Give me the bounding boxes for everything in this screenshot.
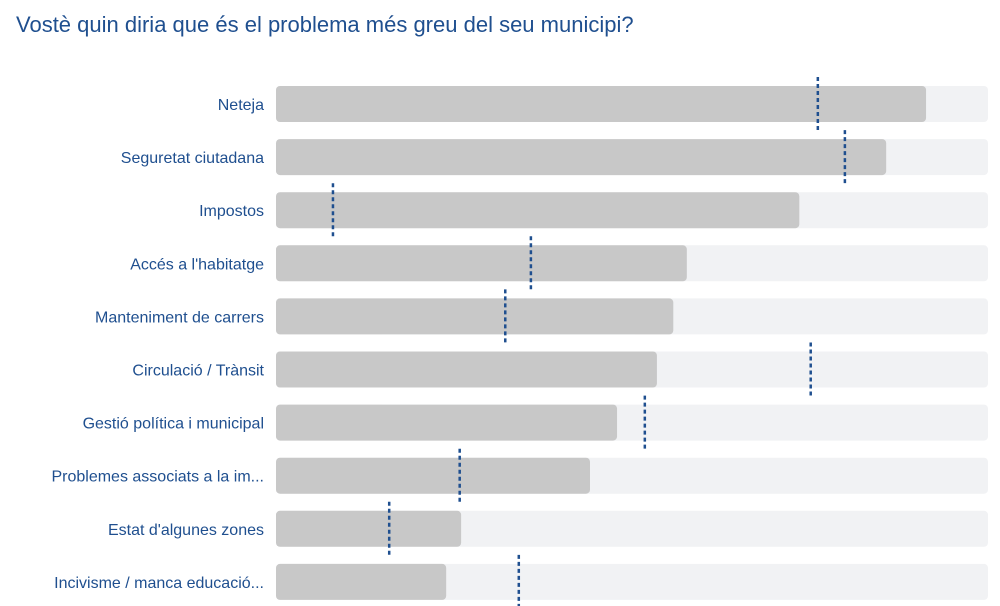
category-label: Seguretat ciutadana [121, 150, 264, 167]
category-label: Gestió política i municipal [83, 416, 264, 433]
bar [276, 86, 927, 122]
bar [276, 298, 674, 335]
category-label: Neteja [218, 97, 264, 114]
bar-track [276, 563, 988, 600]
category-label: Incivisme / manca educació... [54, 575, 264, 592]
bar [276, 563, 447, 600]
bar [276, 404, 618, 441]
bar [276, 139, 887, 176]
category-label: Problemes associats a la im... [51, 469, 264, 486]
bar [276, 245, 687, 282]
chart-title: Vostè quin diria que és el problema més … [16, 12, 634, 37]
bar [276, 457, 590, 494]
category-label: Accés a l'habitatge [130, 256, 264, 273]
bar [276, 510, 462, 547]
category-label: Circulació / Trànsit [132, 363, 264, 380]
bar [276, 351, 657, 388]
category-label: Impostos [199, 203, 264, 220]
category-label: Estat d'algunes zones [108, 522, 264, 539]
bar [276, 192, 800, 229]
category-label: Manteniment de carrers [95, 309, 264, 326]
